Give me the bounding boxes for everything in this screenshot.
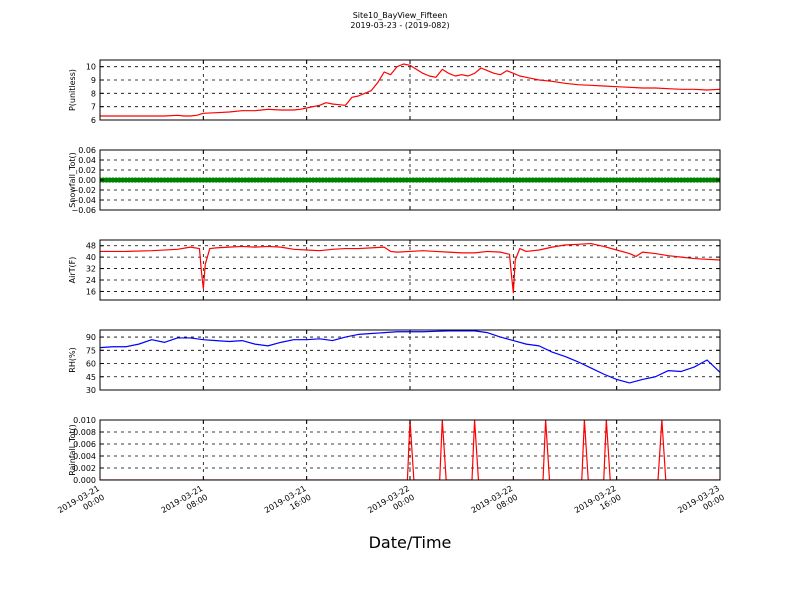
x-tick-label: 2019-03-2108:00 xyxy=(160,484,210,524)
y-tick-label: 60 xyxy=(86,360,96,369)
y-axis-label-rh: RH(%) xyxy=(68,347,77,372)
y-axis-label-airtemp: AirT(F) xyxy=(68,257,77,284)
panel-rainfall: 0.000 0.002 0.004 0.006 0.008 0.010Rainfall_T… xyxy=(68,416,721,485)
y-tick-label: 6 xyxy=(91,116,96,125)
y-tick-label: 0.004 xyxy=(73,452,96,461)
y-tick-label: 7 xyxy=(91,103,96,112)
y-tick-label: 0.00 xyxy=(78,176,96,185)
x-tick-label: 2019-03-2208:00 xyxy=(470,484,520,524)
y-tick-label: −0.06 xyxy=(71,206,96,215)
series-line-airtemp xyxy=(100,242,720,294)
y-tick-label: 0.002 xyxy=(73,464,96,473)
y-tick-label: 0.02 xyxy=(78,166,96,175)
panel-rh: 30 45 60 75 90 RH(%) xyxy=(68,329,721,395)
y-tick-label: −0.02 xyxy=(71,186,96,195)
y-tick-label: 0.000 xyxy=(73,476,96,485)
y-tick-label: 24 xyxy=(86,276,96,285)
chart-subtitle: 2019-03-23 - (2019-082) xyxy=(350,21,450,30)
y-axis-label-snowfall: Snowfall_Tot() xyxy=(68,152,77,208)
y-tick-label: 0.006 xyxy=(73,440,96,449)
y-tick-label: 0.008 xyxy=(73,428,96,437)
y-tick-label: 9 xyxy=(91,76,96,85)
y-tick-label: 32 xyxy=(86,265,96,274)
x-tick-label: 2019-03-2100:00 xyxy=(56,484,106,524)
y-tick-label: 40 xyxy=(86,253,96,262)
y-tick-label: 10 xyxy=(86,63,96,72)
y-tick-label: 75 xyxy=(86,346,96,355)
y-tick-label: 0.04 xyxy=(78,156,96,165)
y-tick-label: 30 xyxy=(86,386,96,395)
y-tick-label: 16 xyxy=(86,287,96,296)
y-axis-label-pressure: P(unitless) xyxy=(68,69,77,111)
panel-airtemp: 16 24 32 40 48 AirT(F) xyxy=(68,239,721,301)
y-axis-label-rainfall: Rainfall_Tot() xyxy=(68,424,77,476)
panel-pressure: 6 7 8 9 10 P(unitless) xyxy=(68,59,721,125)
chart-title: Site10_BayView_Fifteen xyxy=(352,11,448,20)
y-tick-label: 0.010 xyxy=(73,416,96,425)
series-snowfall xyxy=(100,177,720,183)
series-line-pressure xyxy=(100,63,720,117)
y-tick-label: 0.06 xyxy=(78,146,96,155)
panel-snowfall: −0.06−0.04−0.020.000.020.040.06Snowfall_… xyxy=(68,146,721,215)
y-tick-label: 45 xyxy=(86,373,96,382)
x-axis-label: Date/Time xyxy=(368,533,452,552)
x-tick-label: 2019-03-2216:00 xyxy=(573,484,623,524)
x-tick-label: 2019-03-2300:00 xyxy=(676,484,726,524)
y-tick-label: −0.04 xyxy=(71,196,96,205)
y-tick-label: 90 xyxy=(86,333,96,342)
y-tick-label: 48 xyxy=(86,242,96,251)
y-tick-label: 8 xyxy=(91,89,96,98)
x-tick-label: 2019-03-2116:00 xyxy=(263,484,313,524)
x-tick-label: 2019-03-2200:00 xyxy=(366,484,416,524)
